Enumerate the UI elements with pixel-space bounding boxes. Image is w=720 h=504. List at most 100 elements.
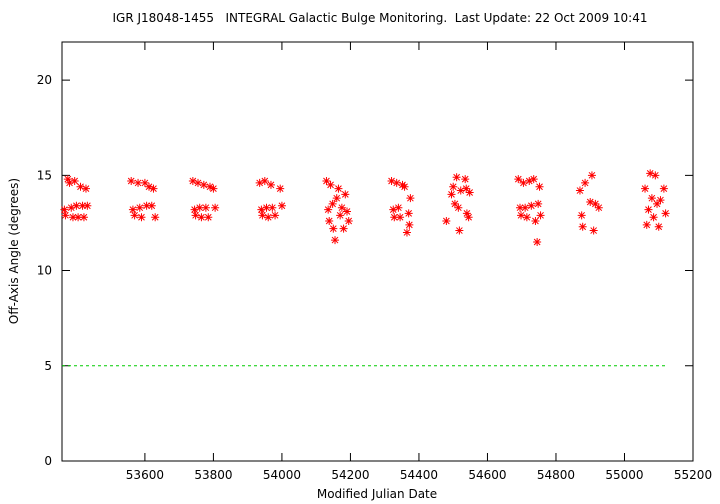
data-point [396,213,405,222]
x-tick-label: 54400 [400,468,438,482]
data-point [337,203,346,212]
data-point [525,177,534,186]
data-point [390,213,399,222]
data-point [142,201,151,210]
x-axis-label: Modified Julian Date [317,487,437,501]
data-point [328,199,337,208]
data-point [594,203,603,212]
x-tick-label: 54000 [263,468,301,482]
data-point [67,203,76,212]
data-point [519,178,528,187]
data-point [266,180,275,189]
data-point [134,178,143,187]
data-point [464,213,473,222]
data-point [147,201,156,210]
data-point [644,205,653,214]
data-point [578,222,587,231]
data-point [527,201,536,210]
data-point [389,205,398,214]
data-point [343,207,352,216]
data-point [60,205,69,214]
data-point [339,224,348,233]
data-point [205,182,214,191]
x-tick-label: 53600 [126,468,164,482]
data-point [74,213,83,222]
data-point [535,182,544,191]
data-point [442,217,451,226]
data-point [137,213,146,222]
chart-title: IGR J18048-1455 INTEGRAL Galactic Bulge … [112,11,647,25]
data-point [63,175,72,184]
data-point [646,169,655,178]
data-point [257,205,266,214]
y-tick-label: 15 [37,168,52,182]
data-point [659,184,668,193]
plot-frame [61,41,694,462]
data-point [336,211,345,220]
data-point [454,203,463,212]
y-tick-label: 10 [37,264,52,278]
data-point [653,199,662,208]
data-point [326,180,335,189]
data-point [521,203,530,212]
data-point [268,203,277,212]
data-point [529,175,538,184]
data-point [264,213,273,222]
data-point [83,201,92,210]
data-point [135,203,144,212]
data-point [149,184,158,193]
data-point [68,213,77,222]
data-point [344,217,353,226]
data-point [130,211,139,220]
y-axis-label: Off-Axis Angle (degrees) [7,178,21,324]
data-point [589,226,598,235]
data-point [334,184,343,193]
data-point [191,211,200,220]
data-point [197,213,206,222]
x-tick-label: 53800 [194,468,232,482]
data-point [209,184,218,193]
data-point [661,209,670,218]
data-point [654,222,663,231]
data-point [145,182,154,191]
data-point [516,203,525,212]
data-point [533,237,542,246]
data-point [642,220,651,229]
data-point [331,236,340,245]
data-point [447,190,456,199]
data-point [452,173,461,182]
data-point [325,217,334,226]
data-point [260,177,269,186]
data-point [392,178,401,187]
data-point [649,213,658,222]
data-point [277,201,286,210]
data-point [262,203,271,212]
data-point [406,194,415,203]
data-point [586,197,595,206]
data-point [402,228,411,237]
data-point [190,205,199,214]
data-point [211,203,220,212]
x-tick-label: 54600 [468,468,506,482]
data-point [204,213,213,222]
data-point [577,211,586,220]
data-point [522,213,531,222]
data-point [587,171,596,180]
data-point [76,182,85,191]
data-point [341,190,350,199]
data-point [394,203,403,212]
x-tick-label: 54200 [331,468,369,482]
data-point [531,217,540,226]
data-point [456,186,465,195]
data-point [400,182,409,191]
data-point [271,211,280,220]
data-point [591,199,600,208]
data-point [188,177,197,186]
data-point [581,178,590,187]
data-point [462,184,471,193]
data-point [322,177,331,186]
data-point [324,205,333,214]
data-point [151,213,160,222]
data-point [450,199,459,208]
